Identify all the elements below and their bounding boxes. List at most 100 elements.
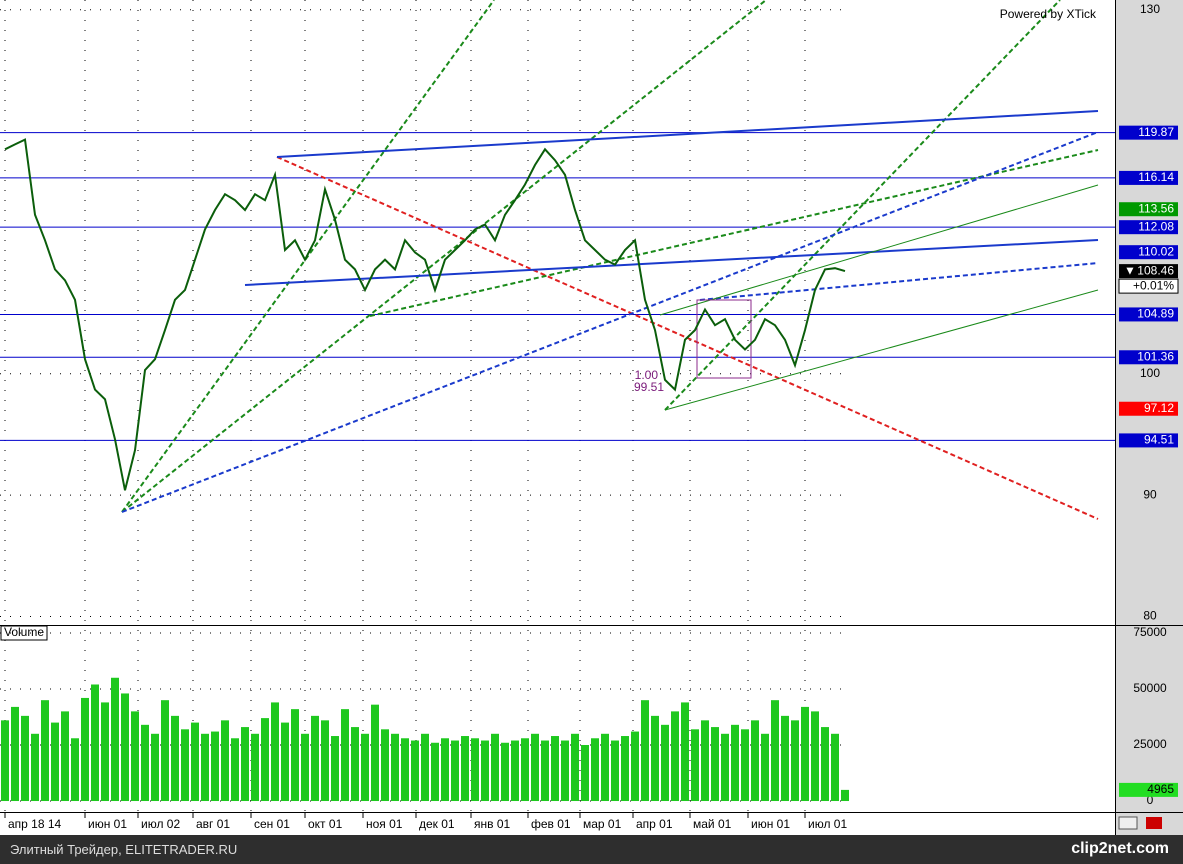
volume-bar — [151, 733, 159, 802]
volume-bar — [41, 700, 49, 802]
volume-bar — [761, 733, 769, 802]
volume-bar — [211, 731, 219, 802]
volume-bar — [821, 727, 829, 802]
volume-bar — [721, 733, 729, 802]
x-tick-label: мар 01 — [583, 817, 622, 831]
volume-bar — [131, 711, 139, 802]
level-label: 94.51 — [1144, 433, 1174, 447]
x-tick-label: апр 01 — [636, 817, 673, 831]
volume-bar — [751, 720, 759, 802]
volume-bar — [141, 724, 149, 802]
volume-bar — [11, 706, 19, 802]
y-tick-label: 25000 — [1133, 737, 1167, 751]
last-volume-badge — [1119, 782, 1178, 797]
volume-bar — [231, 738, 239, 802]
volume-bar — [431, 742, 439, 802]
trendline — [699, 262, 1099, 301]
trendline — [244, 239, 1099, 286]
volume-bar — [661, 724, 669, 802]
level-label: 101.36 — [1137, 349, 1174, 363]
level-badge — [1119, 433, 1178, 448]
volume-bar — [191, 722, 199, 802]
volume-bar — [471, 738, 479, 802]
last-price-badge — [1119, 264, 1178, 279]
volume-bar — [781, 715, 789, 802]
volume-bar — [611, 740, 619, 802]
trendline — [664, 289, 1099, 411]
volume-bar — [391, 733, 399, 802]
level-badge — [1119, 220, 1178, 235]
volume-bar — [261, 718, 269, 802]
volume-bar — [701, 720, 709, 802]
volume-bar — [321, 720, 329, 802]
volume-bar — [561, 740, 569, 802]
volume-bar — [241, 727, 249, 802]
chart: Powered by XTick 1.00 99.51 Volume 80 90 1… — [0, 0, 1183, 835]
x-tick-label: янв 01 — [474, 817, 511, 831]
volume-bar — [401, 738, 409, 802]
volume-bar — [541, 740, 549, 802]
volume-bar — [81, 697, 89, 802]
trendline — [664, 0, 1061, 411]
level-badge — [1119, 125, 1178, 140]
y-tick-label: 80 — [1143, 609, 1157, 623]
volume-bar — [491, 733, 499, 802]
volume-bar — [171, 715, 179, 802]
volume-bar — [1, 720, 9, 802]
volume-bar — [441, 738, 449, 802]
volume-bar — [121, 693, 129, 802]
volume-bar — [771, 700, 779, 802]
volume-bar — [831, 733, 839, 802]
x-tick-label: апр 18 14 — [8, 817, 62, 831]
volume-bar — [21, 715, 29, 802]
footer-source: Элитный Трейдер, ELITETRADER.RU — [10, 842, 238, 857]
level-label: 104.89 — [1137, 307, 1174, 321]
volume-bar — [461, 736, 469, 802]
volume-bar — [331, 736, 339, 802]
volume-bar — [181, 729, 189, 802]
volume-bar — [341, 709, 349, 802]
volume-bar — [411, 740, 419, 802]
footer: Элитный Трейдер, ELITETRADER.RU clip2net… — [0, 835, 1183, 864]
volume-bar — [371, 704, 379, 802]
annotation: 99.51 — [634, 380, 664, 394]
volume-bar — [651, 715, 659, 802]
volume-bar — [271, 702, 279, 802]
toolbar-button[interactable] — [1118, 816, 1138, 830]
level-badge — [1119, 350, 1178, 365]
x-tick-label: дек 01 — [419, 817, 455, 831]
volume-bar — [681, 702, 689, 802]
footer-logo: clip2net.com — [1071, 840, 1169, 857]
trendline — [276, 110, 1099, 158]
volume-bar — [351, 727, 359, 802]
volume-bar — [101, 702, 109, 802]
volume-bar — [291, 709, 299, 802]
volume-bar — [621, 736, 629, 802]
volume-bar — [501, 742, 509, 802]
x-tick-label: ноя 01 — [366, 817, 403, 831]
trendline — [121, 0, 767, 513]
price-badge-label: 97.12 — [1144, 401, 1174, 415]
volume-bar — [641, 700, 649, 802]
volume-bar — [451, 740, 459, 802]
volume-bar — [511, 740, 519, 802]
volume-bar — [31, 733, 39, 802]
volume-bar — [91, 684, 99, 802]
trendline — [121, 131, 1099, 513]
volume-bar — [631, 731, 639, 802]
price-badge — [1119, 401, 1178, 416]
x-tick-label: май 01 — [693, 817, 732, 831]
volume-bar — [711, 727, 719, 802]
volume-bar — [741, 729, 749, 802]
last-volume-label: 4965 — [1147, 782, 1174, 796]
toolbar-button[interactable] — [1146, 817, 1162, 829]
volume-bar — [801, 706, 809, 802]
x-tick-label: авг 01 — [196, 817, 230, 831]
volume-bar — [51, 722, 59, 802]
x-tick-label: июн 01 — [751, 817, 790, 831]
trendline — [369, 149, 1099, 317]
trendlines — [121, 0, 1099, 520]
volume-bar — [281, 722, 289, 802]
price-badge — [1119, 202, 1178, 217]
volume-bar — [791, 720, 799, 802]
